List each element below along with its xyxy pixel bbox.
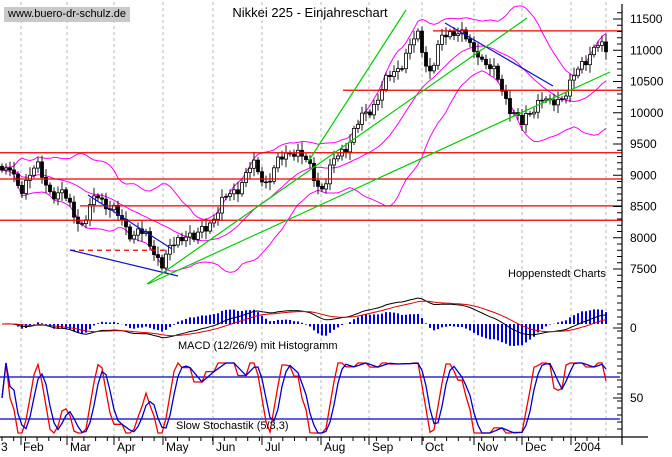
trendlines bbox=[69, 9, 611, 285]
svg-text:11500: 11500 bbox=[630, 12, 663, 26]
svg-text:Mar: Mar bbox=[70, 440, 91, 454]
svg-text:Oct: Oct bbox=[425, 440, 444, 454]
svg-text:50: 50 bbox=[630, 391, 644, 405]
watermark-website-label: www.buero-dr-schulz.de bbox=[4, 7, 130, 22]
stochastic-lines bbox=[1, 361, 607, 435]
svg-text:Dec: Dec bbox=[525, 440, 546, 454]
branding-label: Hoppenstedt Charts bbox=[508, 268, 606, 280]
svg-text:Aug: Aug bbox=[324, 440, 345, 454]
bollinger-bands bbox=[1, 5, 607, 273]
svg-text:Jul: Jul bbox=[265, 440, 280, 454]
support-resistance-lines bbox=[0, 30, 622, 251]
macd-histogram bbox=[5, 309, 607, 346]
chart-title: Nikkei 225 - Einjahreschart bbox=[232, 5, 388, 20]
svg-text:11000: 11000 bbox=[630, 43, 663, 57]
candles bbox=[0, 21, 608, 273]
svg-text:7500: 7500 bbox=[630, 262, 657, 276]
macd-caption: MACD (12/26/9) mit Histogramm bbox=[178, 340, 338, 352]
svg-text:Jun: Jun bbox=[216, 440, 235, 454]
svg-text:8500: 8500 bbox=[630, 200, 657, 214]
svg-text:8000: 8000 bbox=[630, 231, 657, 245]
month-labels: 3 Feb Mar Apr May Jun Jul Aug Sep Oct Nov Dec 2004 bbox=[1, 440, 601, 454]
svg-text:2004: 2004 bbox=[574, 440, 601, 454]
svg-text:0: 0 bbox=[630, 321, 637, 335]
svg-text:9000: 9000 bbox=[630, 168, 657, 182]
axes: 11500 11000 10500 10000 9500 9000 8500 8000 7500… bbox=[0, 4, 664, 445]
svg-text:Nov: Nov bbox=[477, 440, 498, 454]
vertical-gridlines bbox=[20, 2, 607, 437]
svg-text:3: 3 bbox=[1, 440, 8, 454]
macd-lines bbox=[1, 297, 607, 339]
svg-text:Apr: Apr bbox=[117, 440, 136, 454]
svg-text:10500: 10500 bbox=[630, 75, 664, 89]
svg-text:Feb: Feb bbox=[23, 440, 44, 454]
svg-text:9500: 9500 bbox=[630, 137, 657, 151]
svg-text:Sep: Sep bbox=[372, 440, 394, 454]
svg-text:10000: 10000 bbox=[630, 106, 664, 120]
stochastic-caption: Slow Stochastik (5/3,3) bbox=[176, 420, 289, 432]
svg-text:May: May bbox=[166, 440, 189, 454]
